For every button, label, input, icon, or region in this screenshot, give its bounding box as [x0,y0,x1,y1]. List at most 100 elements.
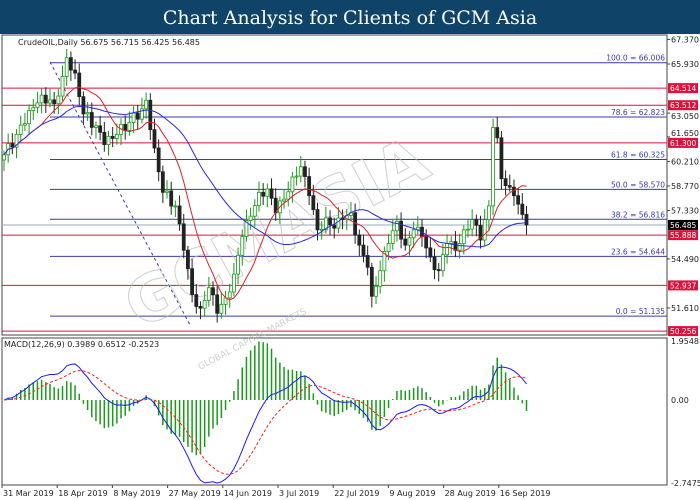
sr-price-label: 63.512 [670,101,696,110]
candle-body [2,154,6,161]
candle-body [495,127,500,139]
candle-body [48,99,52,104]
candle-body [169,190,174,207]
macd-line [3,363,527,484]
price-tick-label: 58.770 [671,182,699,191]
candle-body [257,191,261,206]
candle-body [35,102,40,109]
candle-body [152,129,157,149]
candle-body [165,190,169,193]
macd-label: MACD(12,26,9) 0.3989 0.6512 -0.2523 [4,340,159,349]
price-tag-bg [668,326,698,337]
candle-body [89,112,94,128]
candle-body [52,99,57,105]
candle-body [223,297,228,305]
candle-body [127,122,132,131]
candle-body [244,220,249,238]
candle-body [81,96,86,115]
symbol-header: CrudeOIL,Daily 56.675 56.715 56.425 56.4… [18,38,200,47]
candle-body [144,99,149,110]
candle-body [382,251,387,272]
candle-body [186,249,190,270]
candle-body [202,300,207,309]
candle-body [482,219,487,241]
candle-body [14,133,19,148]
candle-body [516,195,521,205]
candle-body [148,99,153,131]
candle-body [102,131,107,145]
candle-body [307,176,312,197]
candle-body [156,147,161,173]
candle-body [411,229,416,239]
fib-trendline [49,61,191,326]
candle-body [177,205,182,225]
candle-body [294,175,299,178]
date-tick-label: 9 Aug 2019 [389,489,435,498]
candle-body [424,236,429,249]
candle-body [336,217,341,229]
candle-body [374,285,378,297]
candle-body [436,269,441,272]
candle-body [369,266,374,297]
current-price-tag [668,219,698,230]
candle-body [64,57,69,77]
fib-level-label: 0.0 = 51.135 [616,307,665,316]
ma-slow-line [3,105,527,248]
candle-body [457,243,462,251]
date-tick-label: 8 May 2019 [113,489,160,498]
price-tick-label: 60.210 [671,157,699,166]
candle-body [520,203,525,215]
candle-body [290,176,295,193]
candle-body [386,243,391,252]
candle-body [85,112,90,115]
candle-body [282,198,286,202]
candle-body [399,220,404,240]
date-tick-label: 18 Apr 2019 [58,489,107,498]
price-tag-bg [668,83,698,94]
fib-level-label: 38.2 = 56.816 [611,210,665,219]
sr-price-label: 50.256 [670,327,696,336]
date-tick-label: 28 Aug 2019 [445,489,496,498]
candle-body [60,76,65,97]
candle-body [261,191,266,197]
price-tag-bg [668,100,698,111]
candle-body [190,268,195,295]
candle-body [131,112,136,123]
candle-body [160,171,165,193]
candle-body [378,270,383,287]
candle-body [248,215,253,221]
candle-body [106,135,111,145]
price-panel-frame [1,34,668,336]
candle-body [524,214,529,226]
price-tick-label: 61.650 [671,129,699,138]
candle-body [215,294,220,314]
candle-body [22,123,27,126]
candle-body [43,94,48,104]
candle-body [123,124,128,131]
candle-body [466,228,470,231]
candle-body [265,188,270,197]
fib-level-label: 50.0 = 58.570 [611,180,665,189]
candle-body [390,230,395,244]
price-tick-label: 54.490 [671,255,699,264]
candle-body [219,303,224,314]
candle-body [231,273,236,293]
date-tick-label: 22 Jul 2019 [334,489,379,498]
date-tick-label: 31 Mar 2019 [3,489,54,498]
candle-body [503,178,508,186]
candle-body [461,229,466,244]
candle-body [73,69,77,74]
watermark-subtitle: GLOBAL CAPITAL MARKETS [197,307,309,373]
fib-level-label: 23.6 = 54.644 [611,247,665,256]
candle-body [240,236,245,256]
price-tag-bg [668,280,698,291]
candle-body [361,244,366,256]
price-tick-label: 57.330 [671,207,699,216]
candle-body [449,241,454,244]
candle-body [474,219,479,226]
candle-body [211,287,215,296]
candle-body [303,166,307,177]
candle-body [181,223,186,251]
candle-body [499,137,504,180]
candle-body [357,234,362,246]
